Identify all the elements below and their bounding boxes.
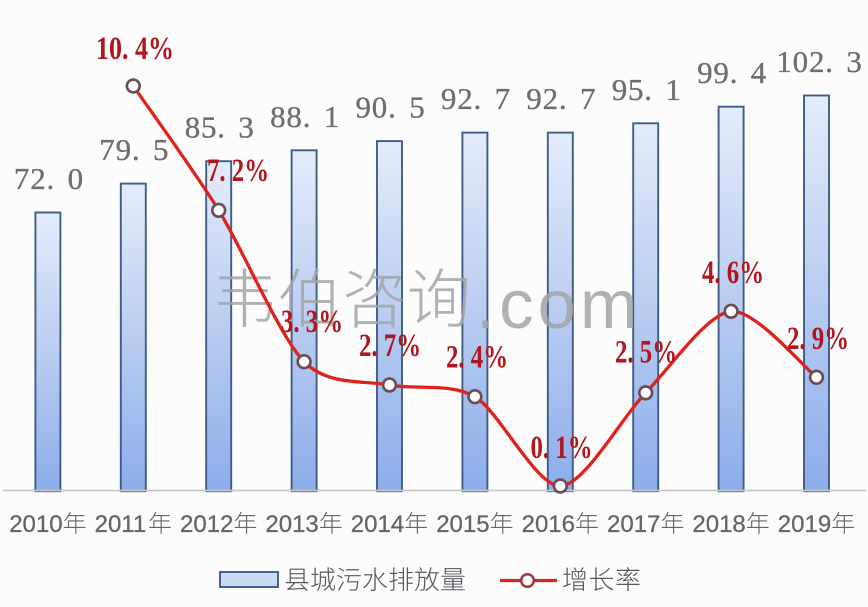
svg-text:2012: 2012	[180, 511, 233, 538]
svg-text:2011: 2011	[95, 511, 147, 538]
svg-text:4. 6%: 4. 6%	[702, 255, 764, 291]
svg-text:2010: 2010	[9, 511, 62, 538]
svg-text:2018: 2018	[692, 511, 745, 538]
svg-text:99. 4: 99. 4	[697, 55, 767, 90]
svg-text:3. 3%: 3. 3%	[281, 304, 343, 340]
svg-text:.com: .com	[476, 266, 642, 343]
svg-text:2. 7%: 2. 7%	[359, 328, 421, 364]
svg-text:2. 4%: 2. 4%	[446, 340, 508, 376]
svg-text:92. 7: 92. 7	[441, 81, 511, 116]
svg-text:2015: 2015	[436, 511, 489, 538]
svg-text:2. 9%: 2. 9%	[787, 321, 849, 357]
svg-text:92. 7: 92. 7	[526, 81, 596, 116]
svg-text:2016: 2016	[522, 511, 575, 538]
svg-text:2014: 2014	[351, 511, 404, 538]
svg-text:0. 1%: 0. 1%	[531, 430, 593, 466]
svg-text:72. 0: 72. 0	[14, 161, 84, 196]
svg-text:79. 5: 79. 5	[99, 132, 169, 167]
svg-text:2. 5%: 2. 5%	[615, 334, 677, 370]
svg-text:85. 3: 85. 3	[185, 110, 255, 145]
svg-text:90. 5: 90. 5	[356, 90, 426, 125]
svg-text:88. 1: 88. 1	[270, 99, 340, 134]
svg-text:10. 4%: 10. 4%	[96, 31, 174, 67]
svg-text:2013: 2013	[265, 511, 318, 538]
svg-text:95. 1: 95. 1	[612, 72, 682, 107]
svg-text:2019: 2019	[778, 511, 831, 538]
svg-text:102. 3: 102. 3	[776, 44, 862, 79]
svg-text:2017: 2017	[607, 511, 660, 538]
svg-text:7. 2%: 7. 2%	[207, 153, 269, 189]
